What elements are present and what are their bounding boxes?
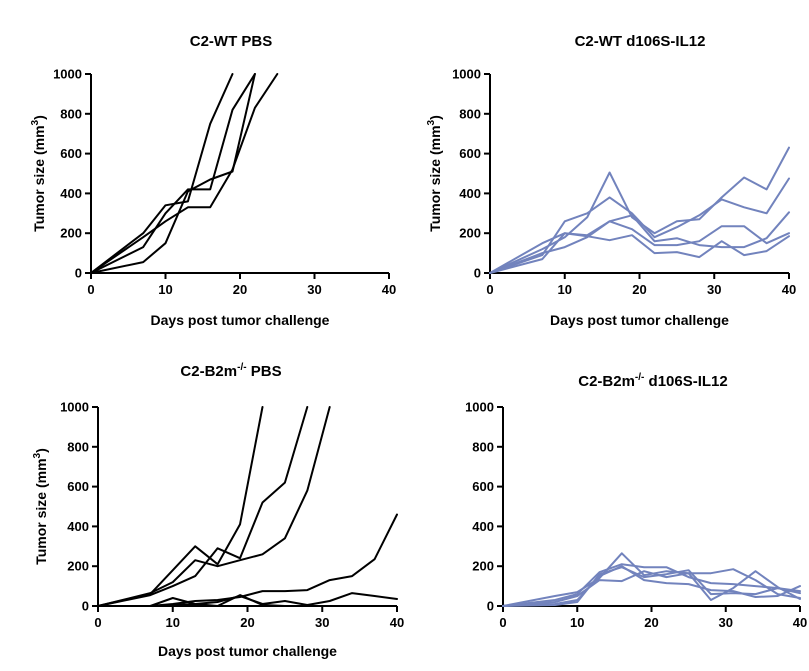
- series-line-3: [90, 73, 256, 274]
- series-line-1: [489, 146, 790, 274]
- x-tick-label: 40: [793, 615, 807, 630]
- x-tick-label: 0: [87, 282, 94, 297]
- series-line-4: [489, 220, 790, 274]
- series-line-5: [502, 566, 801, 607]
- y-tick-label: 0: [474, 266, 481, 281]
- series-line-2: [489, 177, 790, 274]
- series-line-4: [502, 565, 801, 607]
- chart-panel-1: C2-WT PBS 0 200 400 600 800 1000 0 10 20 30 40 Days …: [30, 33, 396, 328]
- x-tick-label: 0: [499, 615, 506, 630]
- series-line-2: [502, 563, 801, 607]
- y-tick-label: 200: [60, 226, 82, 241]
- x-tick-label: 20: [632, 282, 646, 297]
- y-tick-label: 1000: [465, 400, 494, 415]
- y-tick-label: 400: [60, 186, 82, 201]
- x-tick-label: 30: [719, 615, 733, 630]
- series-line-2: [90, 73, 256, 274]
- y-tick-label: 600: [60, 146, 82, 161]
- y-tick-label: 800: [459, 106, 481, 121]
- series-line-1: [502, 552, 801, 607]
- series-line-3: [502, 570, 801, 607]
- y-tick-label: 400: [67, 519, 89, 534]
- y-axis-label: Tumor size (mm3): [32, 448, 49, 565]
- series-line-3: [97, 406, 331, 607]
- series-line-4: [90, 73, 279, 274]
- x-tick-label: 40: [390, 615, 404, 630]
- series-line-1: [90, 73, 234, 274]
- chart-title: C2-WT PBS: [190, 33, 273, 50]
- y-tick-label: 600: [67, 479, 89, 494]
- x-tick-label: 0: [486, 282, 493, 297]
- y-tick-label: 200: [472, 559, 494, 574]
- x-tick-label: 20: [233, 282, 247, 297]
- series-line-6: [97, 594, 331, 607]
- y-axis-label: Tumor size (mm3): [30, 115, 47, 232]
- x-tick-label: 10: [570, 615, 584, 630]
- chart-title: C2-B2m-/- PBS: [180, 362, 281, 380]
- x-tick-label: 30: [707, 282, 721, 297]
- y-tick-label: 800: [67, 439, 89, 454]
- x-tick-label: 10: [158, 282, 172, 297]
- x-tick-label: 40: [382, 282, 396, 297]
- series-line-5: [489, 232, 790, 274]
- chart-panel-2: C2-WT d106S-IL12 0 200 400 600 800 1000 0 10 20 30…: [426, 33, 796, 328]
- y-axis-label: Tumor size (mm3): [426, 115, 443, 232]
- y-tick-label: 600: [459, 146, 481, 161]
- y-tick-label: 1000: [452, 67, 481, 82]
- y-tick-label: 1000: [53, 67, 82, 82]
- chart-title: C2-B2m-/- d106S-IL12: [578, 372, 728, 390]
- series-line-2: [97, 406, 309, 607]
- y-tick-label: 400: [459, 186, 481, 201]
- x-tick-label: 10: [558, 282, 572, 297]
- x-tick-label: 30: [307, 282, 321, 297]
- y-tick-label: 400: [472, 519, 494, 534]
- y-tick-label: 200: [459, 226, 481, 241]
- x-tick-label: 20: [240, 615, 254, 630]
- x-tick-label: 30: [315, 615, 329, 630]
- y-tick-label: 800: [60, 106, 82, 121]
- y-tick-label: 1000: [60, 400, 89, 415]
- chart-panel-4: C2-B2m-/- d106S-IL12 0 200 400 600 800 1000 0 10…: [465, 372, 807, 630]
- x-axis-label: Days post tumor challenge: [550, 312, 729, 328]
- y-tick-label: 0: [75, 266, 82, 281]
- y-tick-label: 0: [82, 599, 89, 614]
- y-tick-label: 0: [487, 599, 494, 614]
- x-axis-label: Days post tumor challenge: [151, 312, 330, 328]
- y-tick-label: 600: [472, 479, 494, 494]
- x-axis-label: Days post tumor challenge: [158, 643, 337, 659]
- x-tick-label: 10: [166, 615, 180, 630]
- x-tick-label: 0: [94, 615, 101, 630]
- x-tick-label: 40: [782, 282, 796, 297]
- chart-title: C2-WT d106S-IL12: [575, 33, 706, 50]
- chart-panel-3: C2-B2m-/- PBS 0 200 400 600 800 1000 0 10 20 30 40 D…: [32, 362, 404, 659]
- y-tick-label: 800: [472, 439, 494, 454]
- x-tick-label: 20: [644, 615, 658, 630]
- y-tick-label: 200: [67, 559, 89, 574]
